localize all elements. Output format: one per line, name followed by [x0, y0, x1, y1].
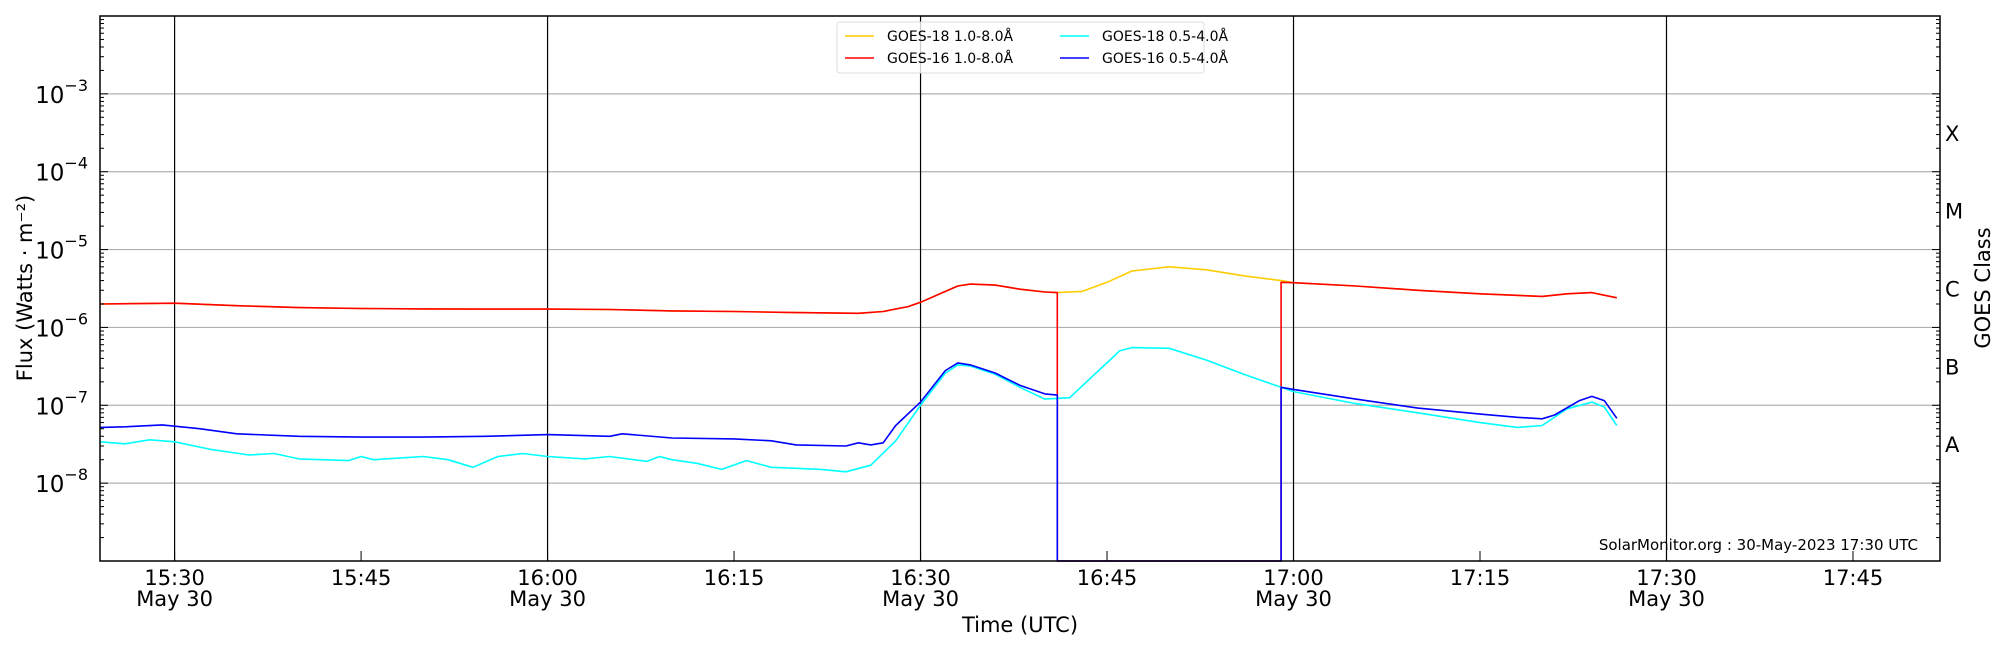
y-tick-exponent: −6: [64, 309, 88, 328]
goes-class-axis: X M C B A: [1945, 122, 1963, 457]
series-line-2: [99, 346, 1618, 473]
day-marker-lines: [173, 16, 1668, 561]
y-tick-label: 10−6: [35, 309, 88, 342]
y-tick-base: 10: [35, 394, 64, 420]
x-tick-label: 17:45: [1823, 566, 1884, 590]
x-tick-label: 17:00: [1263, 566, 1324, 590]
series-line-0: [99, 265, 1617, 315]
goes-class-label: C: [1945, 278, 1960, 302]
y-axis-right-label: GOES Class: [1971, 227, 1995, 348]
x-tick-label: 16:45: [1077, 566, 1138, 590]
y-axis-ticks: 10−310−410−510−610−710−8: [35, 15, 1940, 562]
x-tick-date: May 30: [882, 587, 959, 611]
x-tick-date: May 30: [509, 587, 586, 611]
x-tick-date: May 30: [1255, 587, 1332, 611]
series-line-1: [99, 281, 1617, 562]
x-tick-label: 16:15: [704, 566, 765, 590]
x-tick-date: May 30: [1628, 587, 1705, 611]
y-tick-label: 10−8: [35, 465, 88, 498]
goes-class-label: A: [1945, 433, 1960, 457]
y-tick-label: 10−7: [35, 387, 88, 420]
y-tick-label: 10−5: [35, 232, 88, 265]
y-tick-exponent: −4: [64, 154, 88, 173]
y-tick-base: 10: [35, 83, 64, 109]
y-tick-exponent: −7: [64, 387, 88, 406]
y-axis-label: Flux (Watts · m⁻²): [13, 195, 37, 381]
grid-lines: [100, 93, 1940, 484]
y-tick-base: 10: [35, 472, 64, 498]
plot-frame: [99, 15, 1941, 562]
series-line-3: [99, 362, 1618, 562]
y-tick-exponent: −3: [64, 76, 88, 95]
series-lines: [99, 265, 1618, 562]
legend-label: GOES-18 1.0-8.0Å: [887, 28, 1013, 45]
x-tick-label: 16:00: [517, 566, 578, 590]
x-tick-label: 17:30: [1636, 566, 1697, 590]
y-tick-base: 10: [35, 161, 64, 187]
legend-label: GOES-18 0.5-4.0Å: [1102, 28, 1228, 45]
x-tick-label: 17:15: [1450, 566, 1511, 590]
legend-label: GOES-16 0.5-4.0Å: [1102, 50, 1228, 67]
x-axis-label: Time (UTC): [961, 613, 1078, 637]
y-tick-label: 10−3: [35, 76, 88, 109]
y-tick-label: 10−4: [35, 154, 88, 187]
goes-class-label: M: [1945, 200, 1963, 224]
y-tick-base: 10: [35, 316, 64, 342]
goes-class-label: B: [1945, 355, 1959, 379]
y-tick-exponent: −5: [64, 232, 88, 251]
x-tick-label: 15:45: [331, 566, 392, 590]
goes-class-label: X: [1945, 122, 1959, 146]
x-tick-label: 16:30: [890, 566, 951, 590]
legend-label: GOES-16 1.0-8.0Å: [887, 50, 1013, 67]
credit-annotation: SolarMonitor.org : 30-May-2023 17:30 UTC: [1599, 536, 1918, 554]
legend: GOES-18 1.0-8.0Å GOES-16 1.0-8.0Å GOES-18 …: [836, 21, 1228, 74]
y-tick-base: 10: [35, 239, 64, 265]
x-tick-date: May 30: [136, 587, 213, 611]
y-tick-exponent: −8: [64, 465, 88, 484]
legend-box: [836, 21, 1205, 74]
x-tick-label: 15:30: [144, 566, 205, 590]
